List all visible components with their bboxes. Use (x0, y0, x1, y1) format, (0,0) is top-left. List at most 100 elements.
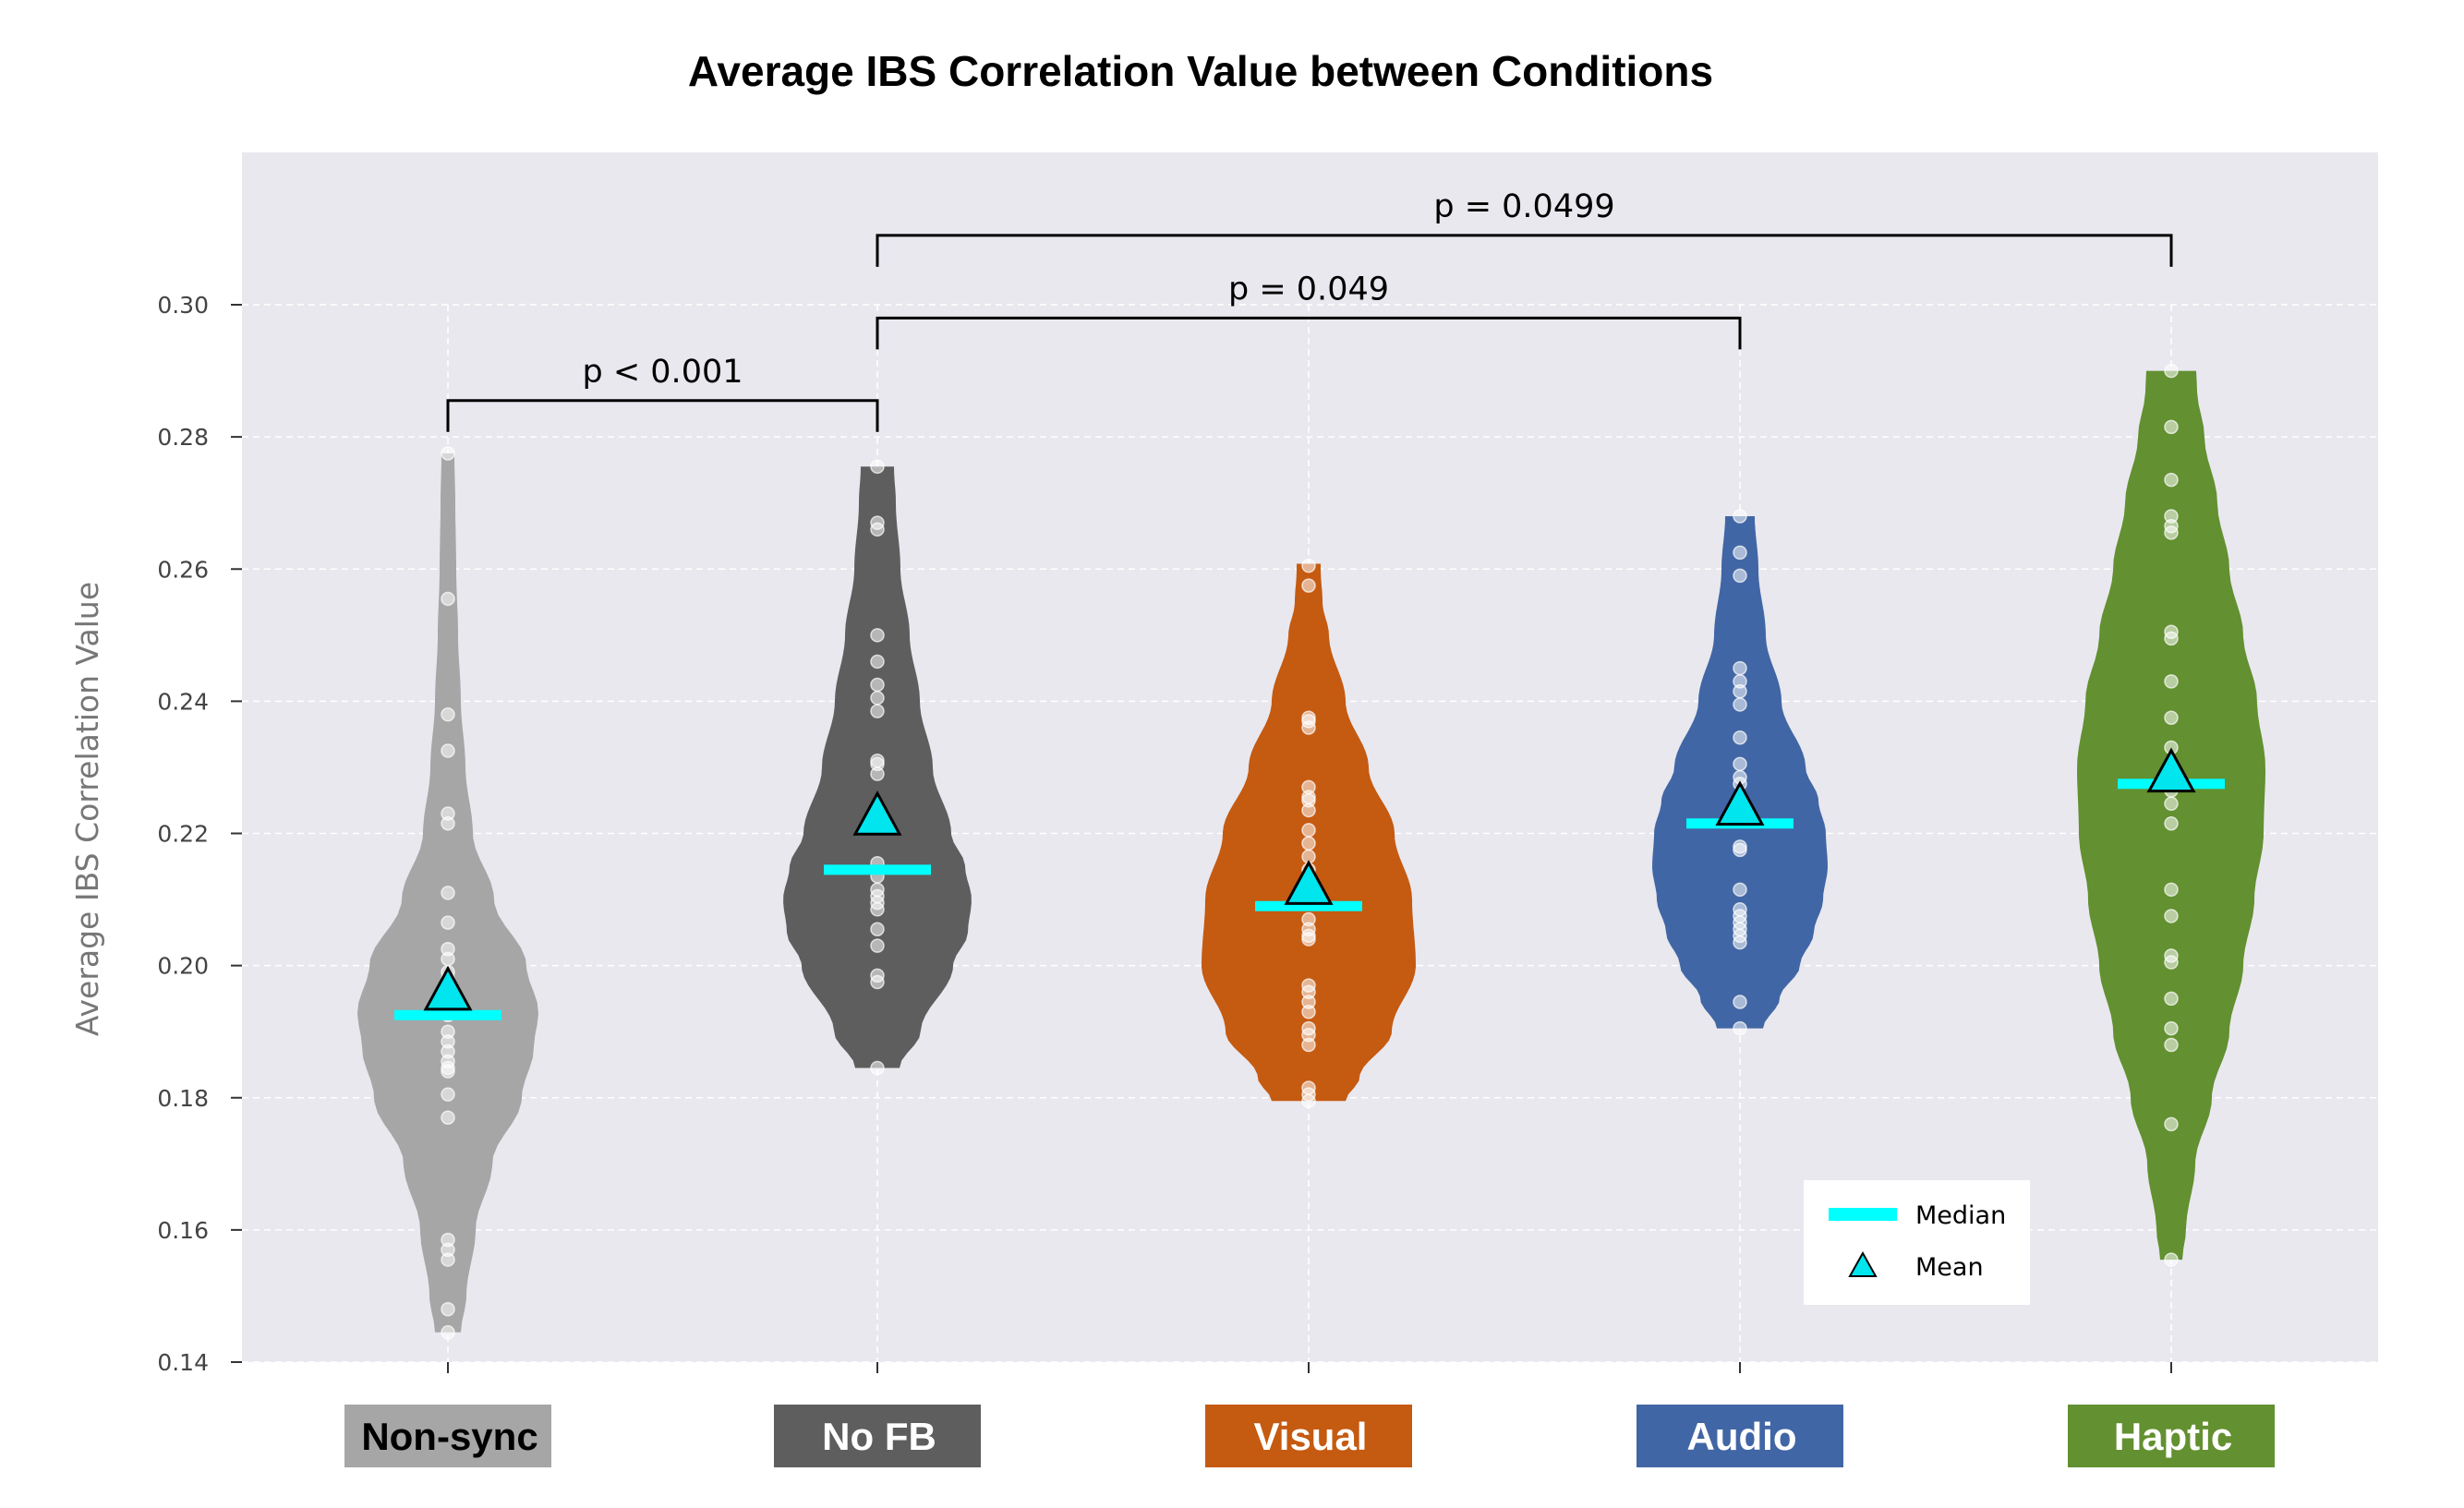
y-axis-label: Average IBS Correlation Value (69, 582, 105, 1036)
category-label-box (2068, 1405, 2275, 1467)
data-point (1301, 932, 1316, 947)
data-point (1733, 697, 1747, 712)
p-value-label: p = 0.0499 (1433, 188, 1614, 225)
category-label-haptic: Haptic (2068, 1405, 2275, 1467)
data-point (2164, 1116, 2179, 1132)
data-point (870, 691, 885, 706)
data-point (1301, 1004, 1316, 1019)
significance-bracket: p = 0.049 (876, 271, 1742, 350)
data-point (1301, 1037, 1316, 1053)
median-bar (824, 864, 931, 875)
x-axis-category-labels: Non-sync No FB Visual Audio Haptic (344, 1405, 2275, 1467)
y-tick-label: 0.24 (157, 688, 209, 715)
y-tick-label: 0.30 (157, 292, 209, 319)
data-point (441, 1252, 455, 1267)
data-point (1733, 882, 1747, 898)
y-tick-label: 0.20 (157, 953, 209, 980)
data-point (1733, 660, 1747, 676)
data-point (2164, 1020, 2179, 1036)
data-point (2164, 955, 2179, 970)
data-point (441, 1302, 455, 1317)
data-point (870, 902, 885, 917)
data-point (1301, 720, 1316, 735)
p-value-label: p = 0.049 (1228, 271, 1389, 308)
category-label-visual: Visual (1205, 1405, 1412, 1467)
category-label-audio: Audio (1637, 1405, 1843, 1467)
legend-label-median: Median (1915, 1201, 2006, 1230)
p-value-label: p < 0.001 (583, 354, 743, 391)
mean-marker (2146, 747, 2196, 793)
bracket-line (446, 399, 879, 432)
data-point (2164, 525, 2179, 540)
data-point (1301, 1093, 1316, 1109)
median-bar (1255, 900, 1362, 911)
significance-bracket: p = 0.0499 (876, 188, 2173, 267)
mean-marker (1715, 780, 1765, 826)
data-point (2164, 1037, 2179, 1053)
data-point (441, 886, 455, 900)
legend-label-mean: Mean (1915, 1253, 1984, 1282)
data-point (1733, 1020, 1747, 1036)
data-point (2164, 363, 2179, 379)
data-point (2164, 674, 2179, 689)
violin-body (2077, 370, 2265, 1261)
data-point (1301, 802, 1316, 818)
data-point (870, 938, 885, 953)
violin-non-sync (357, 446, 538, 1373)
data-point (2164, 710, 2179, 726)
data-point (2164, 631, 2179, 646)
legend-box (1804, 1180, 2030, 1305)
data-point (441, 591, 455, 607)
data-point (1301, 558, 1316, 573)
category-label-text: No FB (822, 1415, 936, 1458)
data-point (870, 766, 885, 781)
data-point (1733, 842, 1747, 858)
category-label-box (774, 1405, 981, 1467)
violin-no-fb (783, 459, 972, 1373)
bracket-line (876, 234, 2173, 267)
y-axis: 0.30 0.28 0.26 0.24 0.22 0.20 0.18 0.16 0.14 (157, 292, 242, 1376)
data-point (441, 1325, 455, 1340)
data-point (2164, 909, 2179, 923)
category-label-box (1205, 1405, 1412, 1467)
data-point (1301, 823, 1316, 838)
data-point (870, 628, 885, 643)
violins (357, 363, 2265, 1373)
data-point (1733, 756, 1747, 772)
category-label-text: Haptic (2114, 1415, 2232, 1458)
legend-mean-swatch (1848, 1250, 1878, 1277)
data-point (441, 743, 455, 758)
violin-haptic (2077, 363, 2265, 1373)
data-point (1733, 683, 1747, 699)
data-point (441, 1087, 455, 1102)
data-point (870, 704, 885, 718)
data-point (2164, 419, 2179, 435)
violin-audio (1652, 509, 1828, 1373)
category-label-text: Audio (1687, 1415, 1797, 1458)
y-tick-label: 0.16 (157, 1217, 209, 1244)
data-point (2164, 796, 2179, 812)
data-point (2164, 472, 2179, 488)
data-point (1733, 545, 1747, 561)
data-point (441, 816, 455, 831)
data-point (1733, 730, 1747, 745)
data-point (441, 951, 455, 967)
significance-brackets: p < 0.001 p = 0.049 p = 0.0499 (446, 188, 2173, 432)
data-point (870, 522, 885, 537)
data-point (870, 459, 885, 475)
category-label-non-sync: Non-sync (344, 1405, 551, 1467)
data-point (441, 1110, 455, 1125)
data-point (441, 915, 455, 930)
data-point (441, 446, 455, 461)
data-point (2164, 991, 2179, 1007)
category-label-no-fb: No FB (774, 1405, 981, 1467)
data-point (870, 677, 885, 693)
data-point (441, 706, 455, 722)
violin-visual (1202, 558, 1416, 1373)
data-point (1733, 995, 1747, 1009)
data-point (870, 654, 885, 670)
data-point (1733, 568, 1747, 584)
data-point (2164, 882, 2179, 898)
y-tick-label: 0.18 (157, 1085, 209, 1112)
